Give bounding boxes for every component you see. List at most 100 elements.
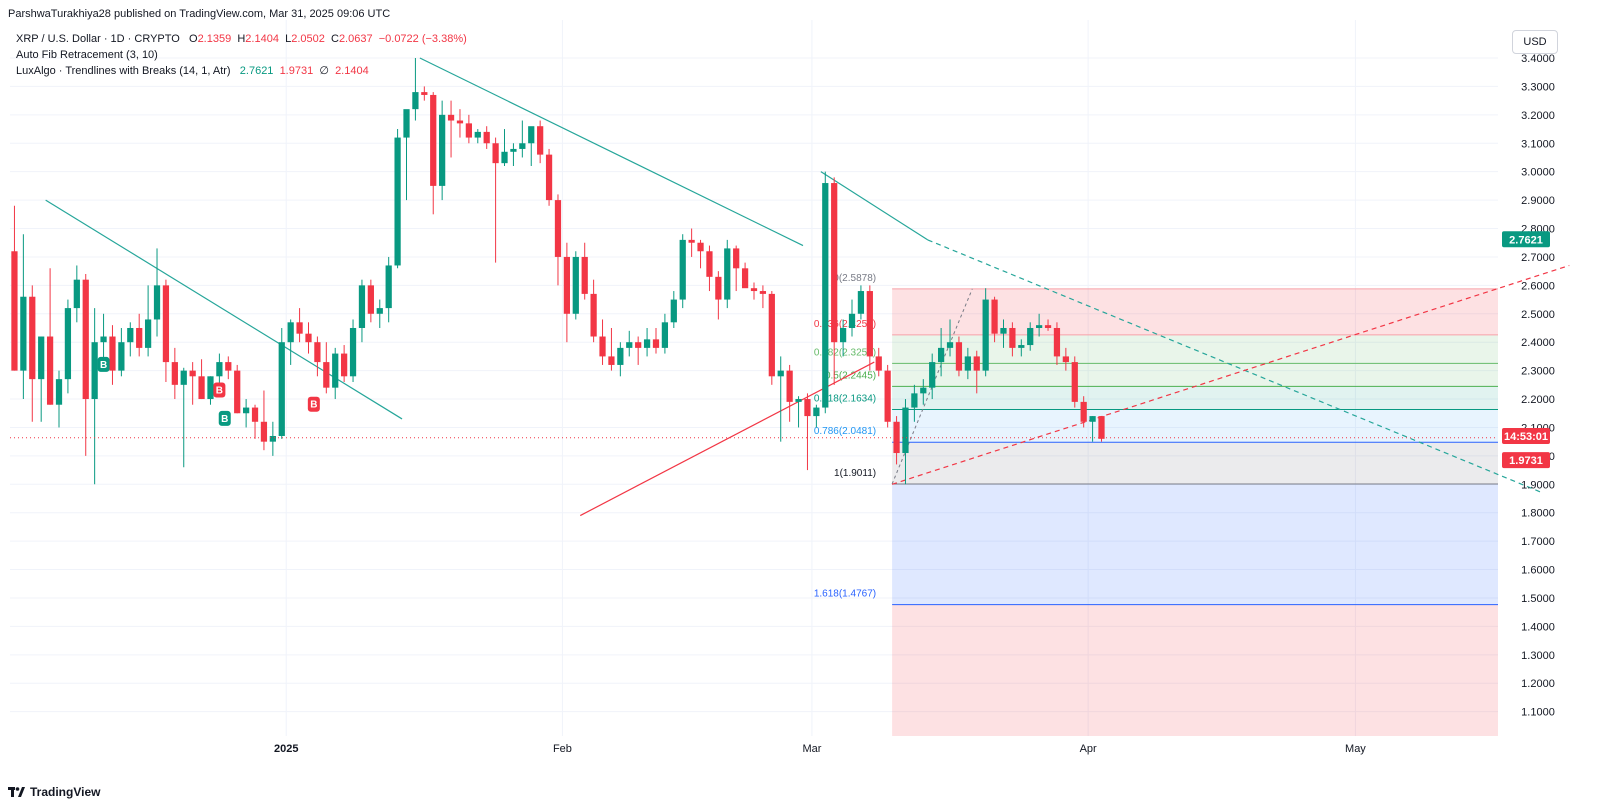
- candle-body[interactable]: [563, 256, 571, 314]
- candle-body[interactable]: [991, 299, 998, 334]
- candle-body[interactable]: [305, 333, 312, 343]
- candle-body[interactable]: [225, 362, 232, 371]
- candle-body[interactable]: [937, 347, 945, 363]
- candle-body[interactable]: [314, 342, 321, 363]
- candle-body[interactable]: [599, 336, 606, 357]
- candle-body[interactable]: [64, 308, 72, 380]
- candle-body[interactable]: [804, 399, 811, 417]
- candle-body[interactable]: [385, 265, 392, 309]
- candle-body[interactable]: [537, 126, 544, 155]
- candle-body[interactable]: [332, 353, 339, 388]
- candle-body[interactable]: [635, 342, 642, 348]
- candle-body[interactable]: [706, 251, 713, 277]
- candle-body[interactable]: [1009, 327, 1016, 348]
- candle-body[interactable]: [403, 109, 410, 138]
- luxalgo-indicator-name[interactable]: LuxAlgo · Trendlines with Breaks (14, 1,…: [16, 65, 231, 77]
- candle-body[interactable]: [822, 183, 829, 408]
- candle-body[interactable]: [269, 435, 276, 442]
- candle-body[interactable]: [839, 327, 847, 343]
- candle-body[interactable]: [1071, 362, 1078, 402]
- candle-body[interactable]: [376, 308, 383, 314]
- candle-body[interactable]: [198, 376, 205, 400]
- candle-body[interactable]: [341, 353, 348, 377]
- candle-body[interactable]: [670, 299, 677, 323]
- candle-body[interactable]: [1053, 327, 1061, 357]
- candle-body[interactable]: [572, 256, 579, 314]
- candle-body[interactable]: [581, 256, 588, 294]
- candle-body[interactable]: [759, 291, 767, 294]
- tradingview-logo[interactable]: TradingView: [8, 785, 100, 799]
- candle-body[interactable]: [474, 131, 481, 138]
- candle-body[interactable]: [643, 339, 651, 348]
- candle-body[interactable]: [251, 407, 259, 422]
- candle-body[interactable]: [545, 154, 553, 201]
- candle-body[interactable]: [964, 356, 971, 371]
- candle-body[interactable]: [189, 370, 196, 377]
- candle-body[interactable]: [234, 370, 241, 414]
- candle-body[interactable]: [857, 291, 865, 314]
- candle-body[interactable]: [421, 92, 428, 95]
- candle-body[interactable]: [528, 126, 535, 144]
- candle-body[interactable]: [144, 319, 152, 348]
- candle-body[interactable]: [465, 123, 472, 138]
- candle-body[interactable]: [447, 114, 455, 121]
- candle-body[interactable]: [127, 327, 134, 343]
- candle-body[interactable]: [38, 336, 45, 380]
- candle-body[interactable]: [510, 148, 517, 152]
- currency-button[interactable]: USD: [1512, 30, 1558, 54]
- candle-body[interactable]: [20, 296, 27, 371]
- candle-body[interactable]: [180, 370, 187, 385]
- candle-body[interactable]: [911, 393, 918, 408]
- candle-body[interactable]: [483, 131, 490, 144]
- price-axis[interactable]: 3.40003.30003.20003.10003.00002.90002.80…: [1502, 53, 1555, 719]
- luxalgo-indicator-legend[interactable]: LuxAlgo · Trendlines with Breaks (14, 1,…: [16, 63, 467, 79]
- candle-body[interactable]: [73, 279, 80, 309]
- candle-body[interactable]: [902, 407, 909, 454]
- candle-body[interactable]: [946, 342, 954, 348]
- fib-indicator-legend[interactable]: Auto Fib Retracement (3, 10): [16, 47, 467, 63]
- candle-body[interactable]: [777, 370, 784, 377]
- candle-body[interactable]: [456, 120, 464, 124]
- candle-body[interactable]: [1018, 345, 1025, 348]
- candle-body[interactable]: [733, 248, 740, 269]
- candle-body[interactable]: [296, 322, 303, 334]
- candle-body[interactable]: [501, 151, 508, 164]
- candle-body[interactable]: [412, 92, 419, 110]
- time-axis[interactable]: 2025 Feb Mar Apr May: [274, 743, 1366, 755]
- candle-body[interactable]: [795, 399, 802, 402]
- candle-body[interactable]: [661, 322, 669, 348]
- candles[interactable]: [10, 58, 1498, 485]
- candle-body[interactable]: [1098, 416, 1105, 439]
- candle-body[interactable]: [893, 421, 900, 454]
- candle-body[interactable]: [118, 342, 125, 371]
- candle-body[interactable]: [831, 183, 838, 343]
- candle-body[interactable]: [492, 143, 499, 164]
- candle-body[interactable]: [1044, 325, 1052, 328]
- candle-body[interactable]: [207, 376, 214, 400]
- candle-body[interactable]: [697, 242, 704, 252]
- candle-body[interactable]: [1027, 327, 1034, 346]
- candle-body[interactable]: [439, 114, 446, 186]
- candle-body[interactable]: [929, 362, 936, 388]
- candle-body[interactable]: [1000, 327, 1007, 334]
- candle-body[interactable]: [786, 370, 793, 402]
- candle-body[interactable]: [55, 379, 63, 405]
- candle-body[interactable]: [216, 362, 223, 377]
- candle-body[interactable]: [260, 421, 268, 442]
- candle-body[interactable]: [715, 276, 722, 300]
- candle-body[interactable]: [109, 336, 116, 371]
- candle-body[interactable]: [1062, 356, 1069, 363]
- candle-body[interactable]: [688, 239, 695, 243]
- candle-body[interactable]: [955, 342, 963, 371]
- candle-body[interactable]: [46, 336, 54, 405]
- candle-body[interactable]: [741, 268, 749, 289]
- candle-body[interactable]: [82, 279, 89, 400]
- candle-body[interactable]: [590, 293, 597, 337]
- candle-body[interactable]: [136, 327, 143, 348]
- candle-body[interactable]: [367, 285, 374, 314]
- candle-body[interactable]: [394, 137, 401, 266]
- candle-body[interactable]: [91, 342, 98, 400]
- candle-body[interactable]: [278, 342, 285, 436]
- candle-body[interactable]: [768, 293, 775, 377]
